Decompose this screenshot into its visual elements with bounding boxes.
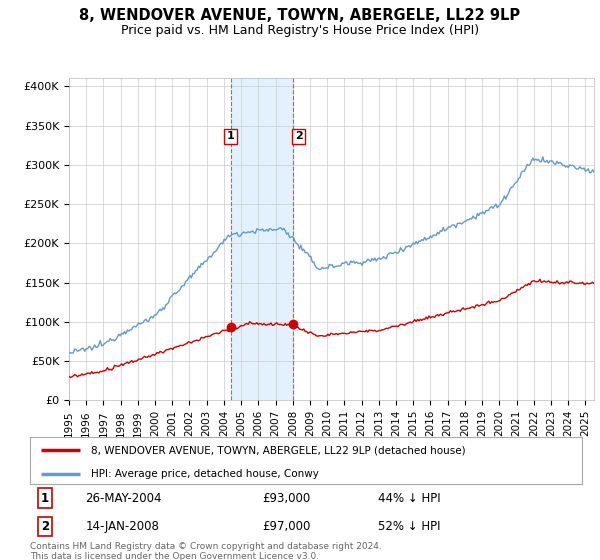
Text: 1: 1 xyxy=(41,492,49,505)
Text: 8, WENDOVER AVENUE, TOWYN, ABERGELE, LL22 9LP: 8, WENDOVER AVENUE, TOWYN, ABERGELE, LL2… xyxy=(79,8,521,24)
Text: 2: 2 xyxy=(295,132,302,141)
Text: 44% ↓ HPI: 44% ↓ HPI xyxy=(378,492,440,505)
Text: HPI: Average price, detached house, Conwy: HPI: Average price, detached house, Conw… xyxy=(91,469,319,479)
Text: 2: 2 xyxy=(41,520,49,533)
Bar xyxy=(231,78,293,400)
Text: 8, WENDOVER AVENUE, TOWYN, ABERGELE, LL22 9LP (detached house): 8, WENDOVER AVENUE, TOWYN, ABERGELE, LL2… xyxy=(91,445,466,455)
Text: £97,000: £97,000 xyxy=(262,520,310,533)
Text: 52% ↓ HPI: 52% ↓ HPI xyxy=(378,520,440,533)
Text: 1: 1 xyxy=(227,132,235,141)
Text: 26-MAY-2004: 26-MAY-2004 xyxy=(85,492,162,505)
Text: Contains HM Land Registry data © Crown copyright and database right 2024.
This d: Contains HM Land Registry data © Crown c… xyxy=(30,542,382,560)
Text: 14-JAN-2008: 14-JAN-2008 xyxy=(85,520,159,533)
Text: £93,000: £93,000 xyxy=(262,492,310,505)
Text: Price paid vs. HM Land Registry's House Price Index (HPI): Price paid vs. HM Land Registry's House … xyxy=(121,24,479,36)
